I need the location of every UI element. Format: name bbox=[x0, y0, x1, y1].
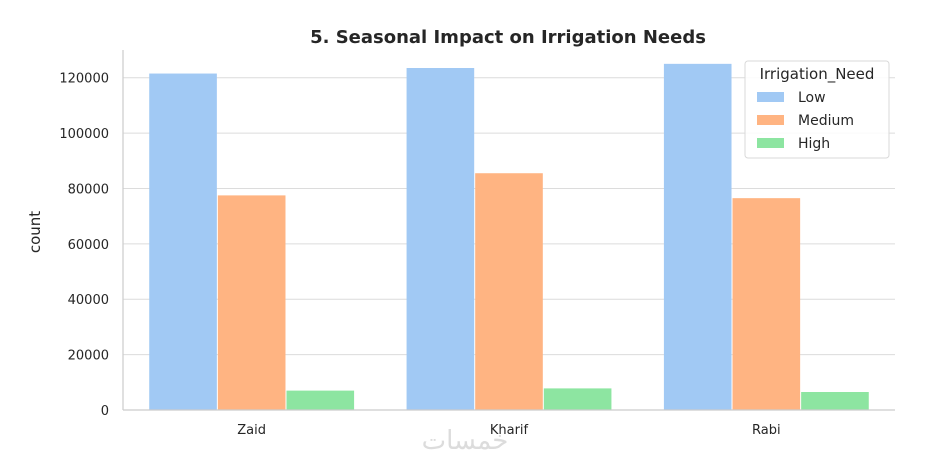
bar-high-kharif bbox=[543, 388, 612, 410]
bar-medium-rabi bbox=[732, 198, 801, 410]
legend-swatch bbox=[757, 115, 784, 125]
legend-label: Medium bbox=[798, 113, 854, 129]
y-tick-label: 0 bbox=[101, 404, 109, 419]
x-tick-label: Zaid bbox=[237, 423, 266, 438]
y-tick-label: 40000 bbox=[68, 293, 109, 308]
bar-low-kharif bbox=[406, 68, 475, 410]
x-tick-label: Kharif bbox=[490, 423, 529, 438]
watermark: خمسات bbox=[422, 426, 509, 456]
bar-medium-kharif bbox=[475, 173, 543, 410]
legend-label: High bbox=[798, 136, 830, 152]
legend-label: Low bbox=[798, 90, 826, 106]
bars bbox=[149, 63, 869, 411]
bar-low-rabi bbox=[663, 63, 732, 410]
y-tick-label: 100000 bbox=[59, 127, 109, 142]
bar-low-zaid bbox=[149, 73, 217, 411]
legend: Irrigation_Need Low Medium High bbox=[744, 60, 890, 159]
axes bbox=[122, 50, 895, 411]
legend-title: Irrigation_Need bbox=[760, 65, 875, 84]
y-axis-label: count bbox=[26, 211, 44, 253]
bar-medium-zaid bbox=[217, 195, 286, 410]
bar-high-rabi bbox=[801, 392, 869, 410]
legend-swatch bbox=[757, 92, 784, 102]
x-tick-labels: Zaid Kharif Rabi bbox=[237, 423, 780, 438]
y-tick-label: 80000 bbox=[68, 182, 109, 197]
legend-swatch bbox=[757, 138, 784, 148]
legend-frame bbox=[744, 60, 890, 159]
y-tick-label: 120000 bbox=[59, 72, 109, 87]
y-tick-label: 20000 bbox=[68, 349, 109, 364]
y-tick-labels: 0 20000 40000 60000 80000 100000 120000 bbox=[59, 72, 109, 419]
legend-items: Low Medium High bbox=[757, 90, 854, 152]
y-tick-label: 60000 bbox=[68, 238, 109, 253]
x-tick-label: Rabi bbox=[752, 423, 781, 438]
chart-title: 5. Seasonal Impact on Irrigation Needs bbox=[310, 27, 706, 48]
bar-high-zaid bbox=[286, 390, 355, 410]
